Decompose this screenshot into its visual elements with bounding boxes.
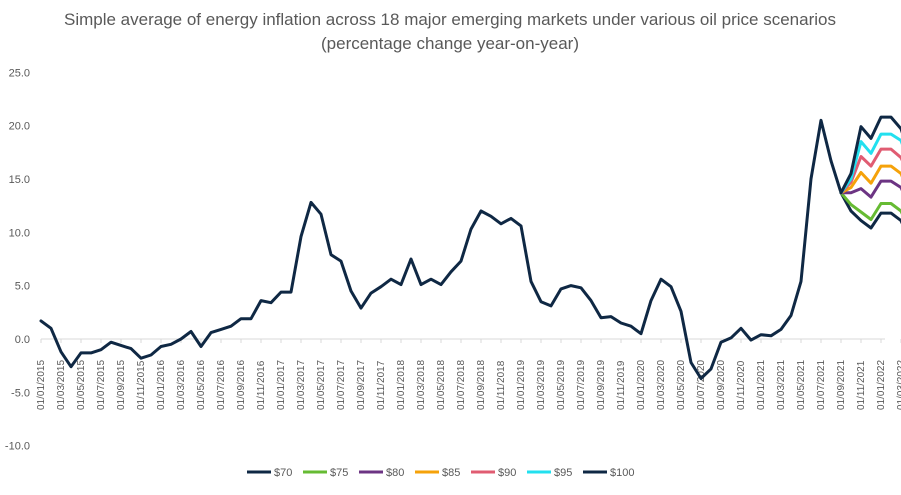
x-tick-label: 01/01/2018: [396, 360, 407, 410]
x-tick-label: 01/09/2016: [236, 360, 247, 410]
legend: $70 $75 $80 $85 $90 $95 $100: [247, 467, 634, 479]
x-tick-label: 01/11/2016: [256, 360, 267, 410]
x-tick-label: 01/01/2017: [276, 360, 287, 410]
x-tick-label: 01/03/2022: [896, 360, 901, 410]
x-axis-ticks: 01/01/2015 01/03/2015 01/05/2015 01/07/2015…: [36, 339, 901, 410]
legend-label: $100: [610, 467, 634, 479]
y-axis-ticks: 25.0 20.0 15.0 10.0 5.0 0.0 -5.0 -10.0: [5, 67, 30, 452]
x-tick-label: 01/03/2021: [776, 360, 787, 410]
series-line-80: [839, 179, 901, 199]
x-tick-label: 01/05/2016: [196, 360, 207, 410]
x-tick-label: 01/09/2017: [356, 360, 367, 410]
x-tick-label: 01/09/2018: [476, 360, 487, 410]
y-tick-label: 5.0: [15, 281, 30, 293]
x-tick-label: 01/01/2021: [756, 360, 767, 410]
x-tick-label: 01/11/2018: [496, 360, 507, 410]
x-tick-label: 01/09/2021: [836, 360, 847, 410]
series-line-85: [839, 164, 901, 195]
y-tick-label: -5.0: [11, 387, 30, 399]
chart-title: Simple average of energy inflation acros…: [64, 10, 836, 53]
y-tick-label: 10.0: [9, 227, 30, 239]
x-tick-label: 01/01/2020: [636, 360, 647, 410]
series-line-100: [839, 115, 901, 195]
x-tick-label: 01/07/2017: [336, 360, 347, 410]
x-tick-label: 01/09/2019: [596, 360, 607, 410]
x-tick-label: 01/09/2015: [116, 360, 127, 410]
x-tick-label: 01/05/2021: [796, 360, 807, 410]
x-tick-label: 01/01/2022: [876, 360, 887, 410]
legend-label: $70: [274, 467, 292, 479]
x-tick-label: 01/05/2015: [76, 360, 87, 410]
legend-label: $75: [330, 467, 348, 479]
x-tick-label: 01/01/2019: [516, 360, 527, 410]
x-tick-label: 01/03/2018: [416, 360, 427, 410]
y-tick-label: 20.0: [9, 121, 30, 133]
x-tick-label: 01/11/2017: [376, 360, 387, 410]
x-tick-label: 01/07/2021: [816, 360, 827, 410]
x-tick-label: 01/11/2015: [136, 360, 147, 410]
legend-label: $80: [386, 467, 404, 479]
x-tick-label: 01/05/2020: [676, 360, 687, 410]
series-line-95: [839, 132, 901, 195]
x-tick-label: 01/03/2019: [536, 360, 547, 410]
x-tick-label: 01/03/2016: [176, 360, 187, 410]
x-tick-label: 01/11/2020: [736, 360, 747, 410]
y-tick-label: 0.0: [15, 334, 30, 346]
x-tick-label: 01/07/2020: [696, 360, 707, 410]
x-tick-label: 01/03/2017: [296, 360, 307, 410]
x-tick-label: 01/05/2019: [556, 360, 567, 410]
y-tick-label: -10.0: [5, 441, 30, 453]
x-tick-label: 01/11/2019: [616, 360, 627, 410]
x-tick-label: 01/11/2021: [856, 360, 867, 410]
legend-label: $85: [442, 467, 460, 479]
series-line-90: [839, 147, 901, 195]
legend-label: $95: [554, 467, 572, 479]
y-tick-label: 15.0: [9, 174, 30, 186]
x-tick-label: 01/01/2015: [36, 360, 47, 410]
x-tick-label: 01/07/2016: [216, 360, 227, 410]
legend-label: $90: [498, 467, 516, 479]
series-layer: [39, 115, 901, 380]
x-tick-label: 01/07/2019: [576, 360, 587, 410]
series-line-70: [39, 118, 901, 380]
x-tick-label: 01/07/2015: [96, 360, 107, 410]
series-line-75: [839, 191, 901, 221]
x-tick-label: 01/01/2016: [156, 360, 167, 410]
x-tick-label: 01/05/2017: [316, 360, 327, 410]
x-tick-label: 01/09/2020: [716, 360, 727, 410]
x-tick-label: 01/03/2015: [56, 360, 67, 410]
x-tick-label: 01/03/2020: [656, 360, 667, 410]
y-tick-label: 25.0: [9, 67, 30, 79]
x-tick-label: 01/07/2018: [456, 360, 467, 410]
x-tick-label: 01/05/2018: [436, 360, 447, 410]
